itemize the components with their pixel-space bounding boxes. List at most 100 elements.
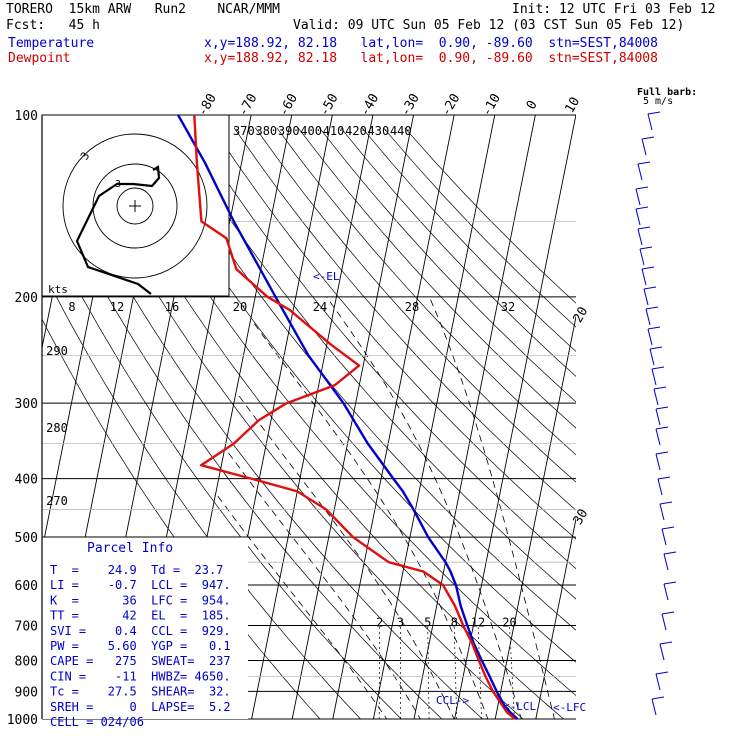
wind-barb [647, 328, 653, 346]
wind-barb-feather [655, 406, 669, 410]
mixing-ratio-line [477, 625, 482, 719]
barb-key-unit: 5 m/s [643, 96, 673, 107]
dry-adiabat [383, 127, 576, 328]
isotherm-label: 20 [571, 305, 592, 326]
wind-barb-feather [663, 551, 677, 555]
wind-barb-feather [661, 526, 675, 530]
wind-barb [641, 268, 647, 286]
parcel-info-row: CAPE = 275 SWEAT= 237 [50, 654, 231, 668]
init-time: Init: 12 UTC Fri 03 Feb 12 [512, 2, 716, 17]
wind-barb-feather [649, 346, 663, 350]
hodograph-ring [62, 133, 208, 279]
wind-barb-feather [643, 286, 657, 290]
wind-barb-feather [641, 266, 655, 270]
barb-key-title: Full barb: [637, 87, 697, 98]
wind-barb [651, 698, 657, 716]
wind-barb-feather [655, 671, 669, 675]
parcel-info-row: PW = 5.60 YGP = 0.1 [50, 639, 231, 653]
moist-adiabat [326, 296, 522, 719]
dry-adiabat [84, 127, 565, 719]
wind-barb [641, 138, 647, 156]
isotherm [332, 115, 455, 719]
dry-adiabat [404, 127, 576, 304]
hodograph-scale-label: 12 [110, 300, 124, 314]
hodograph-scale-label: 16 [165, 300, 179, 314]
temperature-point-info: x,y=188.92, 82.18 lat,lon= 0.90, -89.60 … [204, 36, 658, 51]
wind-barb-feather [637, 161, 651, 165]
valid-time: Valid: 09 UTC Sun 05 Feb 12 (03 CST Sun … [293, 18, 685, 33]
dry-adiabat [212, 127, 576, 540]
mixing-ratio-label: 2 [376, 616, 383, 630]
model-run-title: TORERO 15km ARW Run2 NCAR/MMM [6, 2, 280, 17]
theta-label: 430 [368, 124, 390, 138]
wind-barb [655, 453, 661, 471]
hodograph-scale-label: 28 [405, 300, 419, 314]
hodograph-ring [116, 187, 154, 225]
theta-label: 370 [233, 124, 255, 138]
dewpoint-profile [193, 114, 516, 720]
wind-barb [651, 368, 657, 386]
moist-adiabat [252, 321, 489, 719]
isotherm [535, 516, 576, 719]
theta-label: 410 [323, 124, 345, 138]
moist-adiabat [428, 296, 555, 719]
moist-adiabats [216, 296, 555, 719]
wind-barb [635, 188, 641, 206]
wind-barb [637, 228, 643, 246]
dry-adiabat [255, 127, 576, 483]
pressure-tick-label: 500 [15, 531, 38, 546]
parcel-info-row: CELL = 024/06 [50, 715, 144, 729]
pressure-tick-label: 800 [15, 654, 38, 669]
wind-barb [645, 308, 651, 326]
wind-barb-feather [659, 641, 673, 645]
dry-adiabat [42, 127, 483, 719]
mixing-ratio-lines [378, 625, 515, 719]
wind-barb [649, 348, 655, 366]
hodograph-scale-label: 32 [501, 300, 515, 314]
wind-barb [643, 288, 649, 306]
wind-barb-feather [655, 451, 669, 455]
dry-adiabat [233, 127, 576, 511]
moist-adiabat [237, 394, 455, 719]
mixing-ratio-label: 5 [424, 616, 431, 630]
hodograph-ring-label: 3 [115, 179, 121, 190]
isotherm [454, 115, 576, 719]
mixing-ratio-label: 3 [397, 616, 404, 630]
wind-barbs [635, 111, 677, 716]
wind-barb [657, 478, 663, 496]
isotherm [413, 115, 536, 719]
pressure-tick-label: 900 [15, 685, 38, 700]
dry-adiabat [276, 127, 576, 456]
parcel-info-box [42, 536, 248, 719]
dewpoint-point-info: x,y=188.92, 82.18 lat,lon= 0.90, -89.60 … [204, 51, 658, 66]
pressure-tick-label: 100 [15, 109, 38, 124]
mixing-ratio-label: 12 [471, 616, 485, 630]
wind-barb [639, 248, 645, 266]
forecast-hour: Fcst: 45 h [6, 18, 100, 33]
hodograph-scale-label: 24 [313, 300, 327, 314]
theta-label: 280 [46, 421, 68, 435]
annotation-label: CCL-> [436, 694, 469, 707]
isotherm-label: 10 [562, 95, 583, 116]
isotherm-label: 0 [524, 98, 541, 112]
dry-adiabat [127, 127, 576, 663]
isotherm [494, 314, 576, 719]
wind-barb [635, 208, 641, 226]
wind-barb-feather [659, 501, 673, 505]
theta-label: 290 [46, 344, 68, 358]
mixing-ratio-line [378, 625, 381, 719]
dry-adiabat [340, 127, 576, 377]
pressure-tick-label: 1000 [7, 713, 38, 728]
pressure-tick-label: 700 [15, 619, 38, 634]
wind-barb-feather [635, 206, 649, 210]
wind-barb [655, 428, 661, 446]
wind-barb [661, 528, 667, 546]
isotherm [575, 718, 576, 719]
wind-barb-feather [647, 326, 661, 330]
isotherm [372, 115, 496, 719]
dry-adiabat [191, 127, 576, 570]
theta-label: 420 [345, 124, 367, 138]
wind-barb [655, 673, 661, 691]
wind-barb [659, 503, 665, 521]
